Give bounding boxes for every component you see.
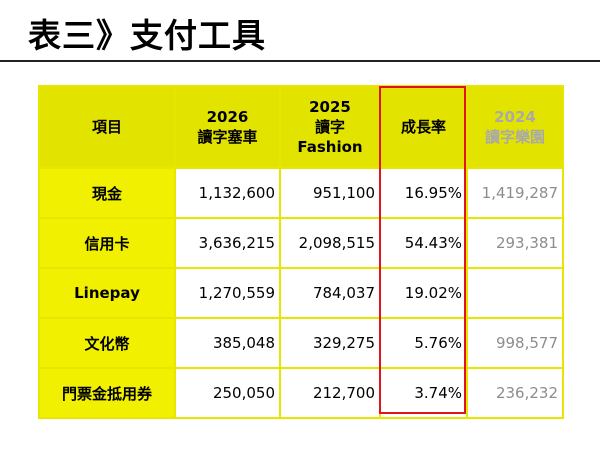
table-header-row: 項目 2026 讀字塞車 2025 讀字 Fashion 成長率 2024 讀字… <box>38 85 564 169</box>
row-label: Linepay <box>38 267 176 319</box>
table-row: 門票金抵用券 250,050 212,700 3.74% 236,232 <box>38 367 564 419</box>
row-label: 現金 <box>38 167 176 219</box>
value-2026: 1,132,600 <box>174 167 281 219</box>
header-growth-label: 成長率 <box>400 118 446 136</box>
table-row: 文化幣 385,048 329,275 5.76% 998,577 <box>38 317 564 369</box>
value-2024: 236,232 <box>466 367 564 419</box>
value-2025: 784,037 <box>279 267 381 319</box>
header-2025-year: 2025 <box>309 98 351 116</box>
value-growth: 16.95% <box>379 167 468 219</box>
value-2025: 2,098,515 <box>279 217 381 269</box>
table-row: Linepay 1,270,559 784,037 19.02% <box>38 267 564 319</box>
row-label: 文化幣 <box>38 317 176 369</box>
value-2024: 998,577 <box>466 317 564 369</box>
header-2026: 2026 讀字塞車 <box>174 85 281 169</box>
header-2024: 2024 讀字樂園 <box>466 85 564 169</box>
payment-tools-table: 項目 2026 讀字塞車 2025 讀字 Fashion 成長率 2024 讀字… <box>38 85 564 419</box>
header-2024-year: 2024 <box>494 108 536 126</box>
table-row: 現金 1,132,600 951,100 16.95% 1,419,287 <box>38 167 564 219</box>
header-2025-event-line2: Fashion <box>297 138 363 156</box>
value-growth: 19.02% <box>379 267 468 319</box>
table-row: 信用卡 3,636,215 2,098,515 54.43% 293,381 <box>38 217 564 269</box>
header-item-label: 項目 <box>91 118 122 136</box>
header-2024-event: 讀字樂園 <box>484 128 545 146</box>
value-2025: 951,100 <box>279 167 381 219</box>
header-2026-year: 2026 <box>206 108 249 126</box>
value-2026: 385,048 <box>174 317 281 369</box>
value-2026: 250,050 <box>174 367 281 419</box>
row-label: 信用卡 <box>38 217 176 269</box>
header-2026-event: 讀字塞車 <box>197 128 258 146</box>
value-growth: 5.76% <box>379 317 468 369</box>
header-2025-event-line1: 讀字 <box>314 118 345 136</box>
value-2024 <box>466 267 564 319</box>
value-2025: 212,700 <box>279 367 381 419</box>
value-growth: 3.74% <box>379 367 468 419</box>
title-underline <box>0 60 600 62</box>
value-2026: 3,636,215 <box>174 217 281 269</box>
header-2025: 2025 讀字 Fashion <box>279 85 381 169</box>
value-2026: 1,270,559 <box>174 267 281 319</box>
value-2024: 293,381 <box>466 217 564 269</box>
row-label: 門票金抵用券 <box>38 367 176 419</box>
slide-title: 表三》支付工具 <box>28 16 266 55</box>
header-item: 項目 <box>38 85 176 169</box>
value-growth: 54.43% <box>379 217 468 269</box>
value-2024: 1,419,287 <box>466 167 564 219</box>
value-2025: 329,275 <box>279 317 381 369</box>
header-growth: 成長率 <box>379 85 468 169</box>
